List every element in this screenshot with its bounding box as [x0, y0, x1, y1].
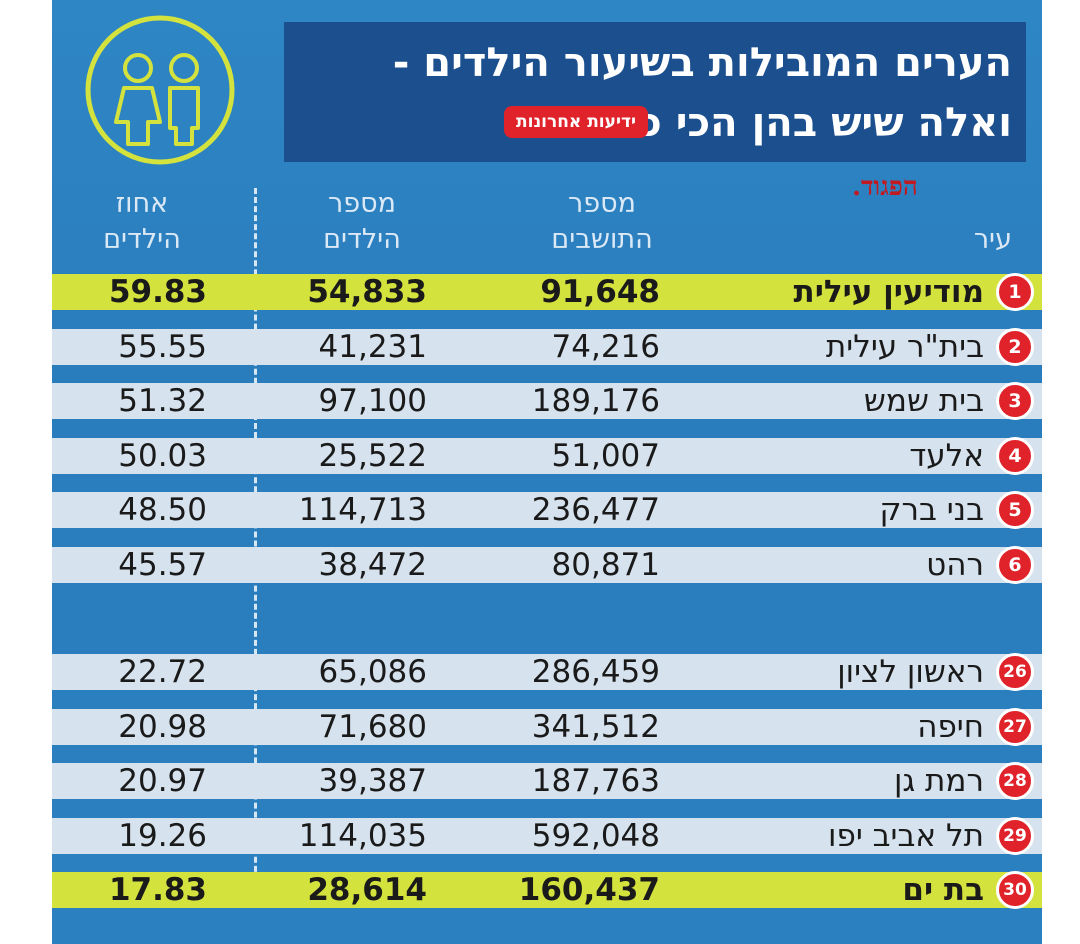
row-band: [52, 708, 1042, 745]
header-children: מספר הילדים: [282, 186, 442, 258]
residents-cell: 189,176: [531, 383, 660, 419]
table-row: 55.55 41,231 74,216 בית"ר עילית 2: [52, 325, 1042, 369]
city-cell: אלעד: [909, 437, 984, 474]
header-children-line1: מספר: [328, 188, 396, 219]
children-cell: 97,100: [318, 383, 427, 419]
rank-badge: 28: [996, 762, 1034, 800]
rank-badge: 29: [996, 816, 1034, 855]
percent-cell: 51.32: [118, 383, 207, 419]
city-cell: מודיעין עילית: [793, 274, 984, 310]
table-row: 17.83 28,614 160,437 בת ים 30: [52, 868, 1042, 912]
children-cell: 114,035: [298, 817, 427, 854]
rank-badge: 1: [996, 273, 1034, 311]
percent-cell: 22.72: [118, 654, 207, 690]
table-row: 48.50 114,713 236,477 בני ברק 5: [52, 488, 1042, 532]
city-cell: בית שמש: [863, 383, 984, 419]
infographic-panel: הערים המובילות בשיעור הילדים - ואלה שיש …: [52, 0, 1042, 944]
row-band: [52, 274, 1042, 310]
row-band: [52, 817, 1042, 854]
city-cell: חיפה: [917, 708, 984, 745]
residents-cell: 80,871: [551, 546, 660, 583]
children-cell: 71,680: [318, 708, 427, 745]
table-row: 59.83 54,833 91,648 מודיעין עילית 1: [52, 270, 1042, 314]
city-cell: בית"ר עילית: [825, 328, 984, 365]
children-cell: 54,833: [307, 274, 427, 310]
header-percent-line2: הילדים: [103, 224, 181, 255]
residents-cell: 51,007: [551, 437, 660, 474]
header-children-line2: הילדים: [323, 224, 401, 255]
table-row: 19.26 114,035 592,048 תל אביב יפו 29: [52, 814, 1042, 858]
residents-cell: 187,763: [531, 763, 660, 799]
row-band: [52, 328, 1042, 365]
row-band: [52, 437, 1042, 474]
percent-cell: 48.50: [118, 492, 207, 528]
rank-badge: 6: [996, 545, 1034, 584]
children-cell: 28,614: [307, 872, 427, 908]
rank-badge: 26: [996, 653, 1034, 691]
header-residents: מספר התושבים: [512, 186, 692, 258]
city-cell: בני ברק: [879, 492, 984, 528]
row-band: [52, 872, 1042, 908]
table-row: 51.32 97,100 189,176 בית שמש 3: [52, 379, 1042, 423]
table-row: 22.72 65,086 286,459 ראשון לציון 26: [52, 650, 1042, 694]
residents-cell: 160,437: [518, 872, 660, 908]
residents-cell: 236,477: [531, 492, 660, 528]
children-cell: 39,387: [318, 763, 427, 799]
children-cell: 25,522: [318, 437, 427, 474]
header-residents-line2: התושבים: [551, 224, 653, 255]
title-line-1: הערים המובילות בשיעור הילדים -: [392, 40, 1012, 86]
row-band: [52, 763, 1042, 799]
percent-cell: 17.83: [108, 872, 207, 908]
children-cell: 41,231: [318, 328, 427, 365]
header-city: עיר: [973, 224, 1012, 255]
row-band: [52, 546, 1042, 583]
title-box: הערים המובילות בשיעור הילדים - ואלה שיש …: [284, 22, 1026, 162]
residents-cell: 91,648: [540, 274, 660, 310]
table-row: 20.97 39,387 187,763 רמת גן 28: [52, 759, 1042, 803]
residents-cell: 592,048: [531, 817, 660, 854]
percent-cell: 55.55: [118, 328, 207, 365]
rank-badge: 2: [996, 327, 1034, 366]
percent-cell: 20.97: [118, 763, 207, 799]
percent-cell: 20.98: [118, 708, 207, 745]
city-cell: רהט: [926, 546, 984, 583]
percent-cell: 19.26: [118, 817, 207, 854]
children-cell: 38,472: [318, 546, 427, 583]
source-badge: ידיעות אחרונות: [504, 106, 648, 138]
table-row: 45.57 38,472 80,871 רהט 6: [52, 543, 1042, 587]
header-residents-line1: מספר: [568, 188, 636, 219]
city-cell: רמת גן: [893, 763, 984, 799]
rank-badge: 5: [996, 491, 1034, 529]
residents-cell: 286,459: [531, 654, 660, 690]
header-percent-line1: אחוז: [115, 188, 169, 219]
children-cell: 114,713: [298, 492, 427, 528]
header-percent: אחוז הילדים: [72, 186, 212, 258]
percent-cell: 45.57: [118, 546, 207, 583]
row-band: [52, 654, 1042, 690]
city-cell: ראשון לציון: [837, 654, 984, 690]
residents-cell: 341,512: [531, 708, 660, 745]
percent-cell: 59.83: [108, 274, 207, 310]
residents-cell: 74,216: [551, 328, 660, 365]
city-cell: בת ים: [902, 872, 984, 908]
table-row: 50.03 25,522 51,007 אלעד 4: [52, 434, 1042, 478]
row-band: [52, 492, 1042, 528]
children-cell: 65,086: [318, 654, 427, 690]
percent-cell: 50.03: [118, 437, 207, 474]
row-band: [52, 383, 1042, 419]
table-row: 20.98 71,680 341,512 חיפה 27: [52, 705, 1042, 749]
rank-badge: 27: [996, 707, 1034, 746]
rank-badge: 4: [996, 436, 1034, 475]
city-cell: תל אביב יפו: [828, 817, 984, 854]
children-icon: [85, 15, 235, 165]
brand-logo: הפגוד.: [852, 172, 918, 202]
rank-badge: 30: [996, 871, 1034, 909]
rank-badge: 3: [996, 382, 1034, 420]
